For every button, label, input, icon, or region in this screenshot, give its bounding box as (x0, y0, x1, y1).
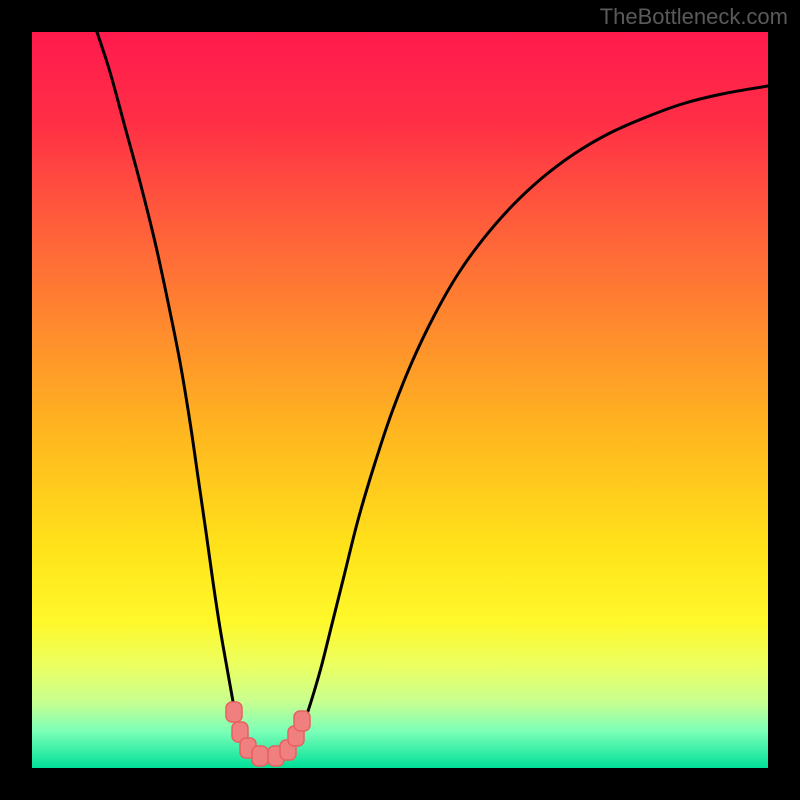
optimal-marker (252, 746, 268, 766)
optimal-marker (294, 711, 310, 731)
plot-area (32, 32, 768, 768)
watermark-text: TheBottleneck.com (600, 4, 788, 30)
plot-svg (32, 32, 768, 768)
chart-frame: TheBottleneck.com (0, 0, 800, 800)
gradient-background (32, 32, 768, 768)
optimal-marker (226, 702, 242, 722)
